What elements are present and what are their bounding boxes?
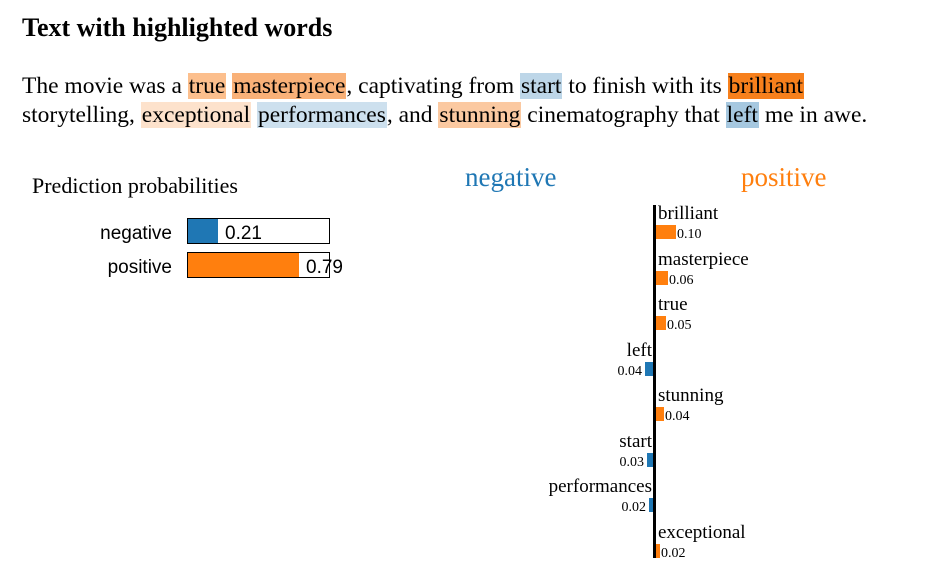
weight-value-label: 0.02 — [661, 545, 686, 561]
weight-bar — [656, 270, 668, 285]
highlighted-word: exceptional — [140, 102, 252, 128]
page-title: Text with highlighted words — [22, 13, 333, 42]
highlighted-word: start — [520, 73, 563, 99]
prob-value-positive: 0.79 — [306, 257, 343, 278]
weight-bar — [656, 543, 660, 558]
highlighted-word: true — [187, 73, 227, 99]
weight-bar — [647, 452, 653, 467]
prediction-probabilities-title: Prediction probabilities — [32, 173, 238, 198]
prob-bar-negative — [188, 219, 218, 243]
weight-word-label: left — [626, 339, 652, 361]
weight-word-label: start — [619, 430, 652, 452]
prob-bar-negative-frame — [187, 218, 330, 244]
text-segment: me in awe. — [758, 102, 868, 128]
weight-value-label: 0.10 — [677, 227, 702, 242]
text-segment: , captivating from — [346, 73, 520, 99]
highlighted-text: The movie was a true masterpiece, captiv… — [22, 72, 922, 130]
weight-word-label: stunning — [658, 385, 724, 406]
weight-value-label: 0.02 — [621, 500, 647, 515]
weight-word-label: masterpiece — [658, 248, 749, 270]
text-segment: cinematography that — [521, 102, 726, 128]
prob-value-negative: 0.21 — [225, 223, 262, 244]
highlighted-word: brilliant — [727, 73, 805, 99]
weight-bar — [656, 407, 664, 421]
weight-bar — [656, 225, 676, 239]
prob-bar-positive — [188, 253, 299, 277]
prob-bar-positive-frame — [187, 252, 330, 278]
weight-bar — [656, 316, 666, 330]
weights-axis-line — [653, 205, 656, 558]
weight-value-label: 0.06 — [669, 272, 694, 288]
weight-bar — [649, 498, 653, 512]
weight-word-label: exceptional — [658, 521, 746, 543]
highlighted-word: left — [725, 102, 759, 128]
weight-value-label: 0.05 — [667, 318, 692, 333]
weight-word-label: true — [658, 294, 688, 315]
text-segment: The movie was a — [22, 73, 188, 99]
text-segment: storytelling, — [22, 102, 141, 128]
highlighted-word: stunning — [438, 102, 522, 128]
weight-value-label: 0.04 — [617, 363, 643, 379]
text-segment: to finish with its — [562, 73, 728, 99]
positive-column-header: positive — [741, 162, 827, 192]
weight-bar — [645, 361, 653, 376]
prob-label-positive: positive — [107, 257, 172, 278]
weight-word-label: brilliant — [658, 203, 719, 224]
weight-value-label: 0.04 — [665, 409, 690, 424]
negative-column-header: negative — [465, 162, 557, 192]
highlighted-word: masterpiece — [232, 73, 347, 99]
weight-word-label: performances — [548, 476, 652, 497]
text-segment: , and — [386, 102, 439, 128]
weight-value-label: 0.03 — [619, 454, 645, 470]
prob-label-negative: negative — [100, 223, 172, 244]
highlighted-word: performances — [256, 102, 387, 128]
